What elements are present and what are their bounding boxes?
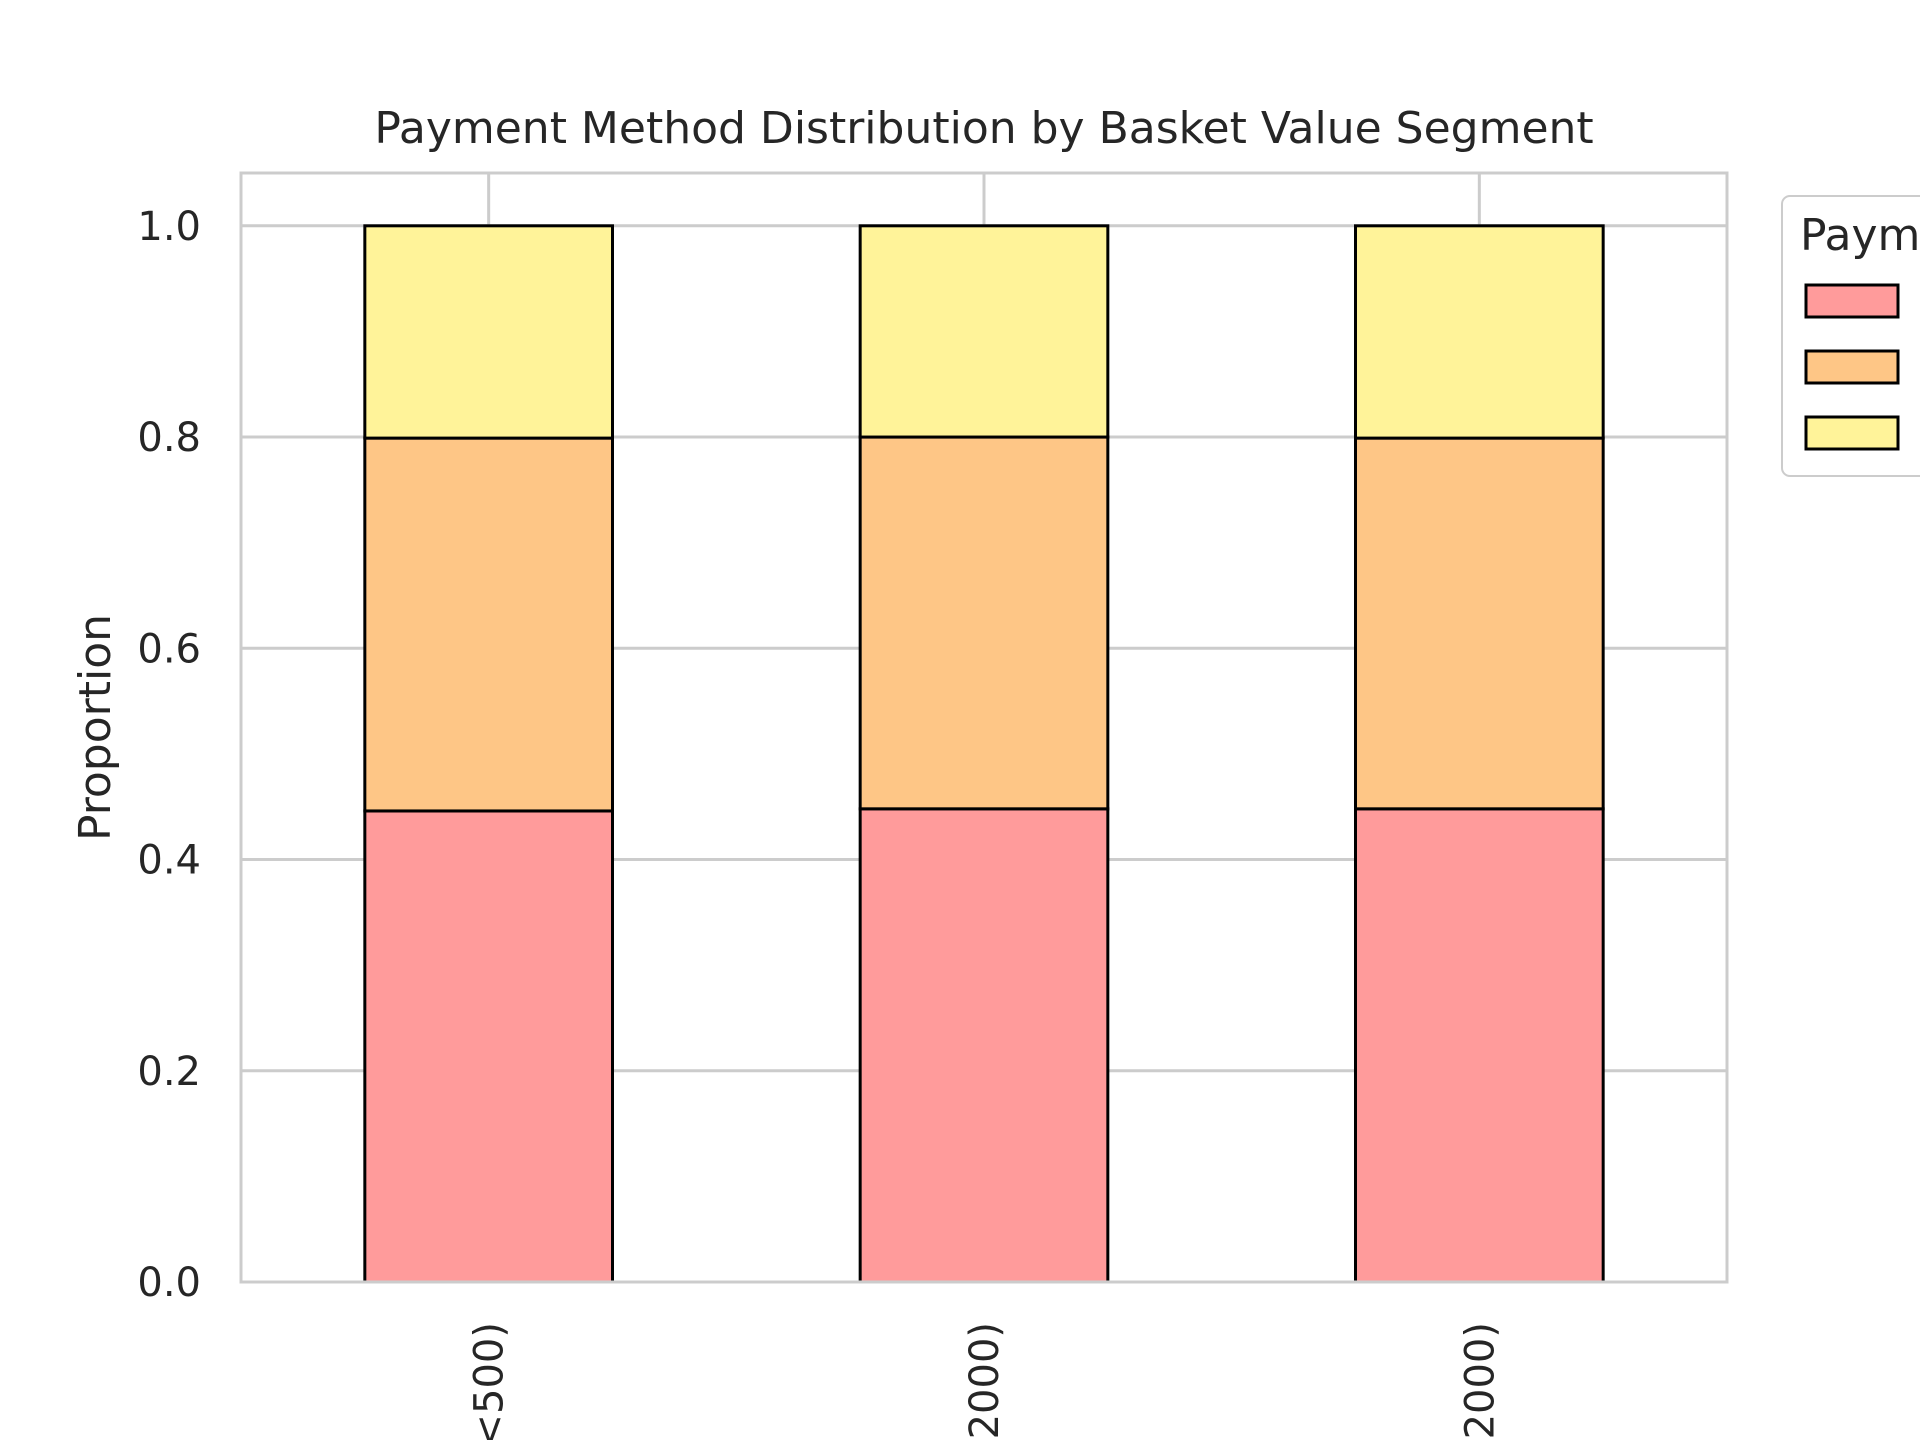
bar-segment-1-1: [363, 809, 615, 1284]
bar-segment-2-1: [858, 807, 1110, 1284]
y-tick-label: 0.2: [137, 1049, 201, 1095]
y-tick-label: 1.0: [137, 204, 201, 250]
legend-box: [1781, 195, 1920, 477]
chart-title: Payment Method Distribution by Basket Va…: [374, 103, 1593, 154]
x-tick-labels: <500) 2000) 2000): [467, 1322, 1504, 1440]
x-tick-label: <500): [467, 1322, 513, 1440]
x-tick-label: 2000): [1457, 1322, 1503, 1439]
bar-segment-3-2: [1354, 436, 1605, 811]
bar-segment-1-3: [363, 224, 615, 440]
bar-segment-2-3: [858, 224, 1110, 439]
legend-swatch-3: [1804, 415, 1900, 451]
bar-segment-3-3: [1354, 224, 1605, 440]
bar-segment-3-1: [1354, 807, 1605, 1284]
y-tick-label: 0.6: [137, 626, 201, 672]
bars: [363, 224, 1605, 1284]
bar-segment-2-2: [858, 435, 1110, 811]
legend: Paym: [1781, 195, 1920, 477]
bar-segment-1-2: [363, 436, 615, 813]
y-axis-label: Proportion: [70, 614, 121, 841]
legend-swatch-1: [1804, 283, 1900, 319]
x-tick-label: 2000): [962, 1322, 1008, 1439]
y-tick-label: 0.4: [137, 838, 201, 884]
plot-frame: [239, 171, 1729, 1284]
y-tick-label: 0.0: [137, 1260, 201, 1306]
legend-swatch-2: [1804, 349, 1900, 385]
y-tick-labels: 0.0 0.2 0.4 0.6 0.8 1.0: [137, 204, 201, 1306]
legend-title: Paym: [1800, 210, 1920, 261]
legend-items: [1804, 283, 1900, 451]
y-tick-label: 0.8: [137, 415, 201, 461]
